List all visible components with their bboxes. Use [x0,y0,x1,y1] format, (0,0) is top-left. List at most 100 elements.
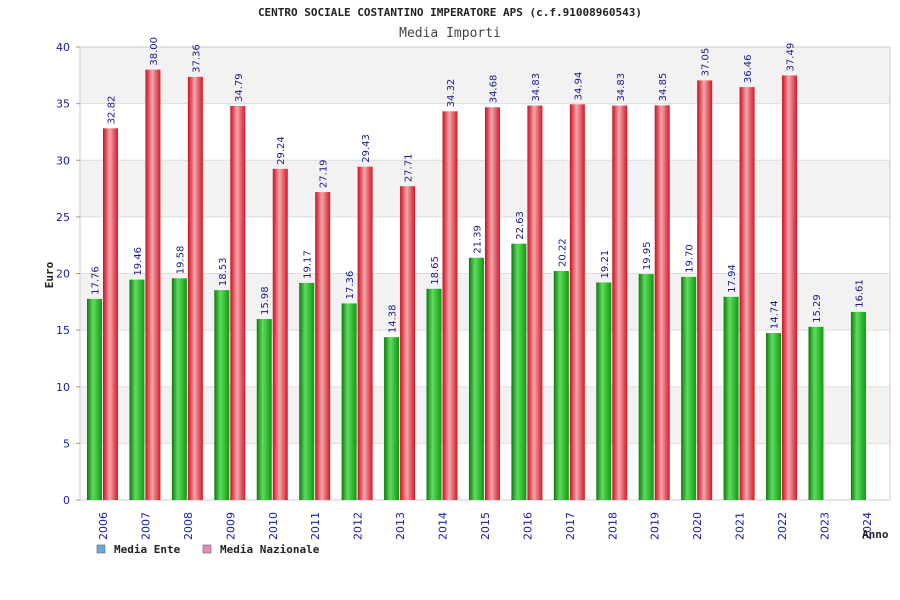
x-tick-label: 2015 [479,512,492,540]
bar-media-nazionale-2021 [739,87,755,500]
bar-media-nazionale-2010 [272,168,288,500]
bar-media-nazionale-2011 [315,192,331,501]
data-label: 19.21 [600,250,611,279]
data-label: 18.65 [430,256,441,285]
bar-media-ente-2014 [426,288,442,500]
bar-media-nazionale-2019 [654,105,670,500]
bar-media-ente-2016 [511,243,527,500]
data-label: 32.82 [107,96,118,125]
bar-media-nazionale-2009 [230,106,246,501]
bar-media-ente-2007 [129,279,145,500]
bar-media-ente-2013 [384,337,400,500]
bar-media-nazionale-2015 [484,107,500,501]
y-tick-label: 10 [56,381,70,394]
data-label: 19.70 [685,244,696,273]
chart-title: CENTRO SOCIALE COSTANTINO IMPERATORE APS… [258,6,642,19]
x-tick-label: 2012 [352,512,365,540]
data-label: 36.46 [743,54,754,83]
data-label: 38.00 [149,37,160,66]
data-label: 37.49 [786,43,797,72]
bars [87,69,866,501]
x-tick-label: 2007 [139,512,152,540]
x-axis-ticks: 2006 2007 2008 2009 2010 2011 2012 2013 2014 2015… [97,512,874,540]
y-axis-label: Euro [43,261,56,288]
bar-value-labels: 17.76 32.82 19.46 38.00 19.58 37.36 18.53 34.79… [91,37,866,333]
bar-media-ente-2017 [553,271,569,500]
y-tick-label: 40 [56,41,70,54]
y-tick-label: 5 [63,437,70,450]
x-tick-label: 2013 [394,512,407,540]
bar-media-ente-2011 [299,282,315,500]
data-label: 19.58 [175,246,186,275]
data-label: 34.32 [446,79,457,108]
bar-media-nazionale-2008 [187,76,203,500]
data-label: 27.19 [319,159,330,188]
data-label: 17.36 [345,271,356,300]
data-label: 34.94 [573,72,584,101]
bar-media-nazionale-2012 [357,166,373,500]
data-label: 14.74 [770,300,781,329]
bar-media-ente-2009 [214,290,230,500]
x-tick-label: 2006 [97,512,110,540]
x-tick-label: 2019 [649,512,662,540]
x-tick-label: 2014 [437,512,450,540]
data-label: 34.68 [488,75,499,104]
y-tick-label: 0 [63,494,70,507]
bar-media-ente-2020 [681,276,697,500]
legend: Media Ente Media Nazionale [96,543,320,556]
y-tick-label: 35 [56,98,70,111]
data-label: 15.29 [812,294,823,323]
bar-media-ente-2008 [171,278,187,500]
bar-media-ente-2021 [723,296,739,500]
data-label: 20.22 [557,238,568,267]
bar-media-ente-2010 [256,319,272,500]
y-axis-ticks: 0 5 10 15 20 25 30 35 40 [56,41,80,507]
data-label: 19.17 [303,250,314,279]
x-tick-label: 2016 [521,512,534,540]
bar-media-nazionale-2014 [442,111,458,501]
legend-label-media-ente: Media Ente [114,543,181,556]
legend-swatch-media-nazionale [202,544,212,554]
bar-media-nazionale-2007 [145,69,161,501]
x-tick-label: 2020 [691,512,704,540]
bar-media-ente-2022 [766,333,782,500]
x-tick-label: 2009 [224,512,237,540]
x-tick-label: 2024 [861,512,874,540]
data-label: 16.61 [854,279,865,308]
data-label: 22.63 [515,211,526,240]
data-label: 34.85 [658,73,669,102]
bar-media-ente-2019 [638,274,654,500]
legend-label-media-nazionale: Media Nazionale [220,543,320,556]
bar-media-ente-2023 [808,326,824,500]
x-tick-label: 2021 [734,512,747,540]
data-label: 29.24 [276,136,287,165]
data-label: 17.76 [91,266,102,295]
legend-swatch-media-ente [96,544,106,554]
y-tick-label: 20 [56,268,70,281]
y-tick-label: 15 [56,324,70,337]
x-tick-label: 2022 [776,512,789,540]
bar-media-ente-2015 [468,257,484,500]
data-label: 14.38 [388,305,399,334]
y-tick-label: 25 [56,211,70,224]
x-axis-label: Anno [862,528,889,541]
grid-band [80,47,890,104]
x-tick-label: 2023 [818,512,831,540]
data-label: 19.95 [642,241,653,270]
data-label: 21.39 [472,225,483,254]
data-label: 15.98 [260,286,271,315]
x-tick-label: 2017 [564,512,577,540]
bar-media-nazionale-2018 [612,105,628,501]
bar-media-ente-2012 [341,303,357,500]
data-label: 34.79 [234,73,245,102]
bar-media-nazionale-2017 [569,104,585,500]
data-label: 18.53 [218,258,229,287]
data-label: 17.94 [727,264,738,293]
bar-media-nazionale-2022 [782,75,798,500]
bar-media-ente-2006 [87,298,102,500]
data-label: 34.83 [531,73,542,102]
x-tick-label: 2018 [606,512,619,540]
data-label: 37.36 [191,44,202,73]
data-label: 27.71 [404,154,415,183]
